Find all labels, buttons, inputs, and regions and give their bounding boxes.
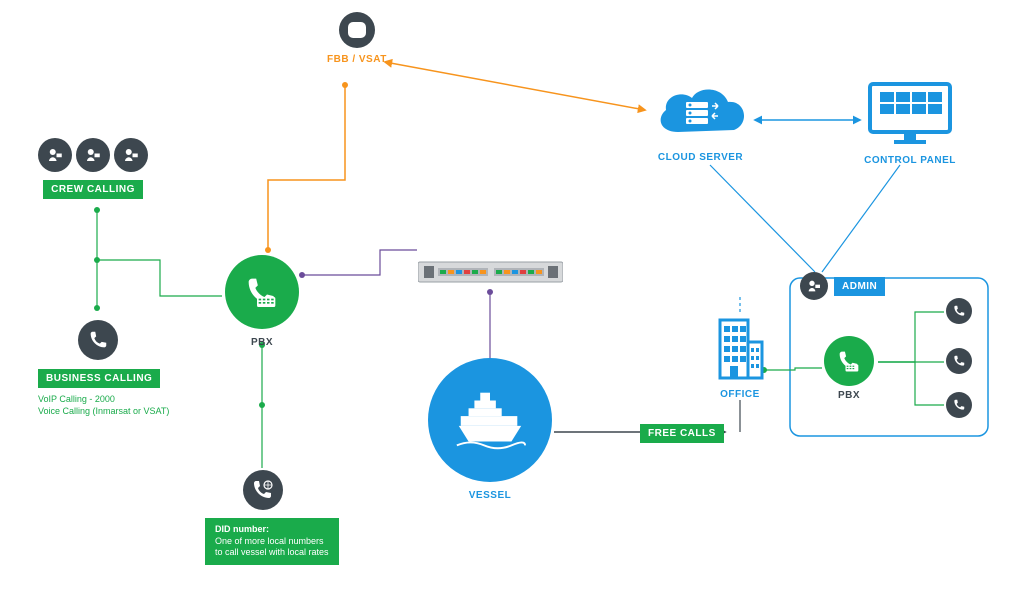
did-sub2: to call vessel with local rates <box>215 547 329 559</box>
admin-node: ADMIN <box>800 272 885 300</box>
pbx-right-label: PBX <box>824 390 874 401</box>
phone-2 <box>946 348 972 374</box>
pbx-icon <box>225 255 299 329</box>
control-panel-node: CONTROL PANEL <box>860 78 960 166</box>
fbb-vsat-node: FBB / VSAT <box>327 12 387 65</box>
globe-phone-icon <box>243 470 283 510</box>
admin-label: ADMIN <box>834 277 885 296</box>
freecalls-label: FREE CALLS <box>640 424 724 443</box>
free-calls-badge: FREE CALLS <box>640 423 724 443</box>
admin-icon <box>800 272 828 300</box>
user-icon <box>38 138 72 172</box>
office-node: OFFICE <box>714 312 766 400</box>
crew-calling-node: CREW CALLING <box>38 138 148 199</box>
office-icon <box>714 312 766 384</box>
vessel-node: VESSEL <box>428 358 552 501</box>
monitor-icon <box>860 78 960 150</box>
phone-icon <box>946 298 972 324</box>
satellite-icon <box>339 12 375 48</box>
pbx-left-label: PBX <box>225 337 299 348</box>
pbx-icon <box>824 336 874 386</box>
phone-icon <box>946 392 972 418</box>
diagram-canvas: FBB / VSAT CREW CALLING BUSINESS CALLING… <box>0 0 1024 592</box>
cloud-label: CLOUD SERVER <box>648 152 753 163</box>
crew-label: CREW CALLING <box>43 180 143 199</box>
user-icon <box>76 138 110 172</box>
router-icon <box>418 258 563 288</box>
cloud-server-node: CLOUD SERVER <box>648 82 753 163</box>
user-icon <box>114 138 148 172</box>
vessel-label: VESSEL <box>428 490 552 501</box>
did-sub1: One of more local numbers <box>215 536 329 548</box>
phone-1 <box>946 298 972 324</box>
business-sub2: Voice Calling (Inmarsat or VSAT) <box>38 406 169 418</box>
office-label: OFFICE <box>714 389 766 400</box>
ship-icon <box>428 358 552 482</box>
controlpanel-label: CONTROL PANEL <box>860 155 960 166</box>
pbx-left-node: PBX <box>225 255 299 348</box>
business-label: BUSINESS CALLING <box>38 369 160 388</box>
phone-3 <box>946 392 972 418</box>
phone-icon <box>78 320 118 360</box>
fbb-label: FBB / VSAT <box>327 54 387 65</box>
phone-icon <box>946 348 972 374</box>
pbx-right-node: PBX <box>824 336 874 401</box>
cloud-icon <box>648 82 753 147</box>
router-node <box>418 258 563 293</box>
did-node: DID number: One of more local numbers to… <box>205 470 339 565</box>
business-calling-node: BUSINESS CALLING VoIP Calling - 2000 Voi… <box>38 320 169 417</box>
business-sub1: VoIP Calling - 2000 <box>38 394 169 406</box>
did-label: DID number: <box>215 524 329 536</box>
